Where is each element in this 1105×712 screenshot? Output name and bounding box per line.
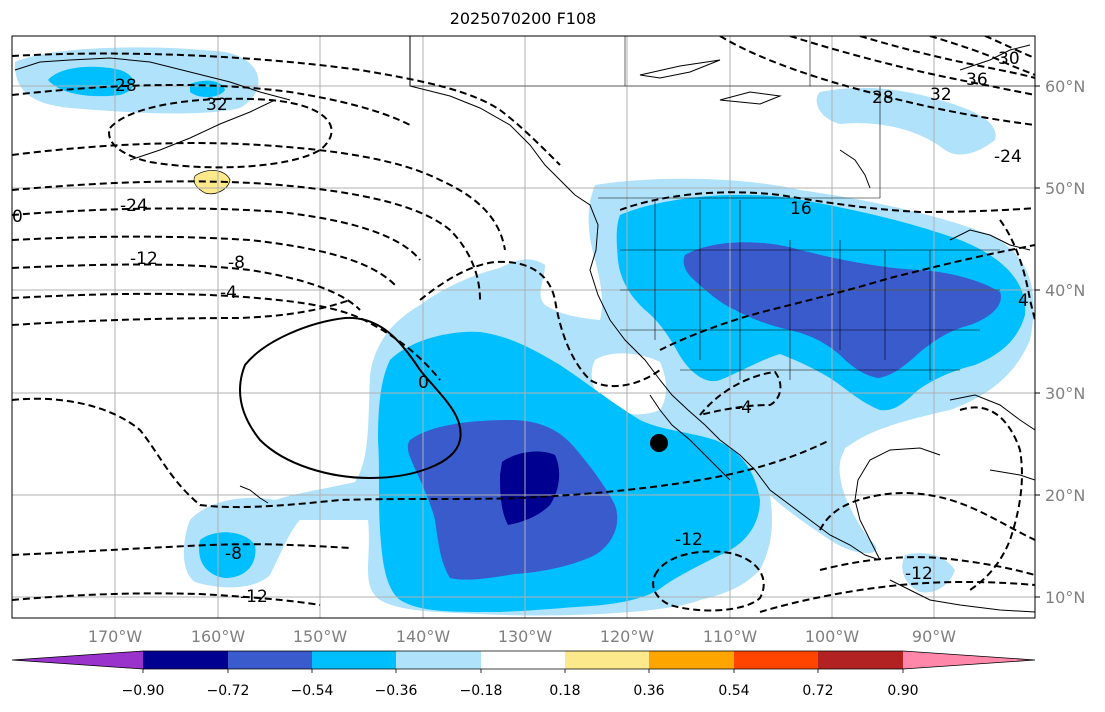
colorbar — [11, 650, 1036, 673]
colorbar-tick-label: 0.36 — [633, 683, 665, 699]
colorbar-segment — [818, 651, 904, 669]
contour-label: -24 — [120, 196, 148, 216]
lat-label: 10°N — [1045, 588, 1086, 607]
map-frame — [11, 35, 1036, 619]
map-title: 2025070200 F108 — [449, 9, 597, 28]
shading-white-holes — [591, 353, 902, 511]
colorbar-segment — [565, 651, 650, 669]
shading-navy — [500, 451, 560, 525]
colorbar-tick-label: −0.72 — [206, 683, 250, 699]
contour-label: -12 — [905, 564, 933, 584]
colorbar-tick-label: 0.90 — [887, 683, 919, 699]
colorbar-segment — [396, 651, 482, 669]
colorbar-tick-label: 0.54 — [718, 683, 750, 699]
contour-label: 0 — [12, 207, 23, 227]
lon-label: 160°W — [190, 627, 246, 646]
contour-label: 32 — [206, 95, 228, 115]
colorbar-tick-label: −0.54 — [290, 683, 334, 699]
coastlines — [14, 36, 1035, 613]
contour-label: 0 — [418, 373, 429, 393]
lon-label: 130°W — [497, 627, 553, 646]
lon-label: 120°W — [599, 627, 655, 646]
contour-label: 36 — [966, 70, 988, 90]
colorbar-tick-label: 0.18 — [549, 683, 581, 699]
contour-label-group: 28 32 -24 -12 -8 -4 0 0 16 -4 -8 -12 -12… — [12, 49, 1029, 607]
contour-label: 28 — [872, 88, 894, 108]
colorbar-segment — [143, 651, 229, 669]
lon-label: 170°W — [87, 627, 143, 646]
lon-label: 100°W — [804, 627, 860, 646]
contour-label: -12 — [675, 530, 703, 550]
colorbar-segment — [734, 651, 819, 669]
contour-label: -8 — [225, 544, 242, 564]
colorbar-segment — [481, 651, 566, 669]
lat-label: 30°N — [1045, 384, 1086, 403]
lat-label: 40°N — [1045, 281, 1086, 300]
lat-label: 60°N — [1045, 77, 1086, 96]
location-marker — [650, 434, 668, 452]
contour-lines — [12, 36, 1035, 613]
lon-label: 140°W — [395, 627, 451, 646]
lat-label: 20°N — [1045, 486, 1086, 505]
contour-label: 4 — [1018, 291, 1029, 311]
contour-label: 32 — [930, 85, 952, 105]
colorbar-tick-label: 0.72 — [802, 683, 834, 699]
contour-label: -4 — [735, 398, 752, 418]
contour-label: -24 — [994, 147, 1022, 167]
lon-label: 90°W — [911, 627, 957, 646]
colorbar-segment — [228, 651, 313, 669]
colorbar-tick-label: −0.18 — [459, 683, 503, 699]
contour-label: -4 — [220, 283, 237, 303]
colorbar-tick-label: −0.90 — [121, 683, 165, 699]
colorbar-min-extend — [12, 651, 143, 669]
axis-ticks — [1035, 85, 1040, 598]
zero-contour — [239, 316, 462, 480]
map-panel: 28 32 -24 -12 -8 -4 0 0 16 -4 -8 -12 -12… — [12, 36, 1035, 618]
contour-label: 16 — [790, 199, 812, 219]
contour-label: -8 — [228, 253, 245, 273]
colorbar-segment — [312, 651, 397, 669]
lon-label: 150°W — [292, 627, 348, 646]
contour-label: 30 — [998, 49, 1020, 69]
colorbar-segment — [649, 651, 735, 669]
political-borders — [410, 36, 1035, 380]
colorbar-tick-label: −0.36 — [374, 683, 418, 699]
lat-label: 50°N — [1045, 179, 1086, 198]
colorbar-max-extend — [903, 651, 1035, 669]
contour-label: -12 — [240, 587, 268, 607]
contour-label: 28 — [115, 76, 137, 96]
lon-label: 110°W — [702, 627, 758, 646]
contour-label: -12 — [130, 249, 158, 269]
